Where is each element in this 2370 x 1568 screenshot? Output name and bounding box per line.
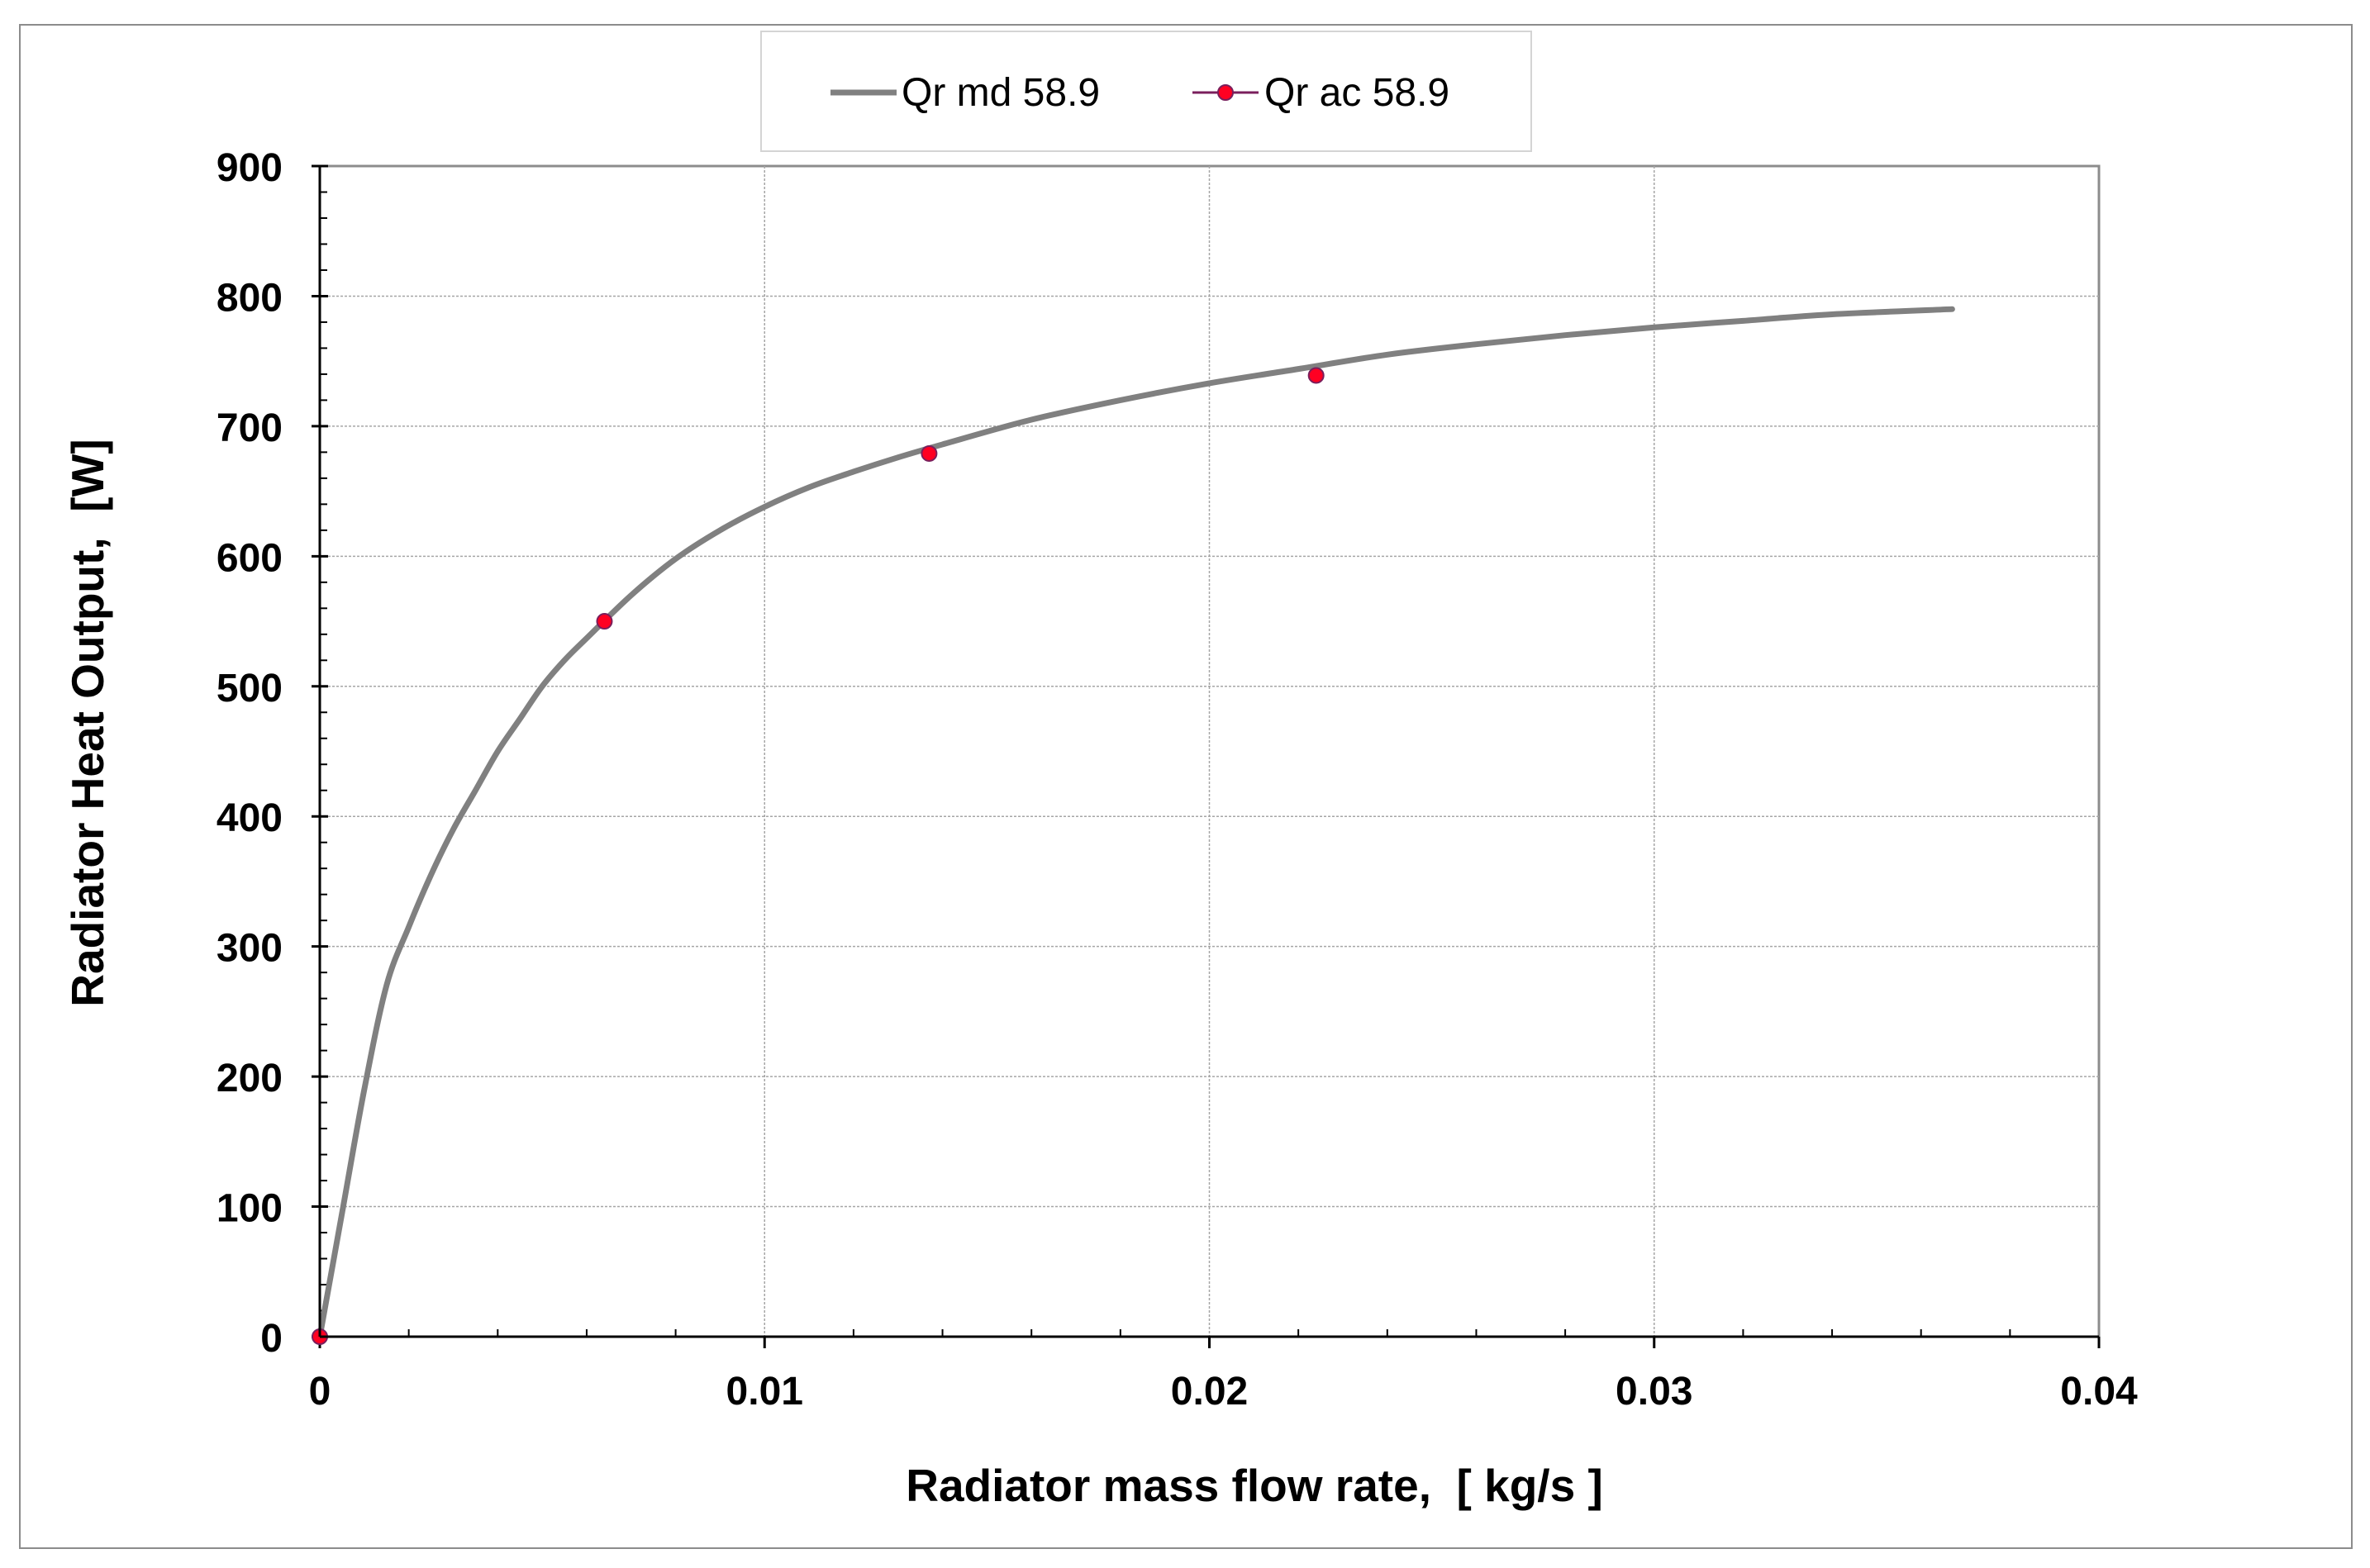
legend-label-qr-md: Qr md 58.9 (902, 71, 1100, 115)
y-tick-label: 200 (217, 1057, 283, 1100)
y-tick-label: 100 (217, 1187, 283, 1231)
series (312, 306, 1955, 1345)
tick-labels: 0 100 200 300 400 500 600 700 800 900 0 0.01 0.02 0.0… (217, 146, 2138, 1414)
y-tick-label: 500 (217, 667, 283, 710)
x-tick-label: 0.04 (2060, 1370, 2138, 1414)
x-tick-label: 0.01 (726, 1370, 803, 1414)
y-tick-label: 900 (217, 146, 283, 190)
y-tick-label: 400 (217, 796, 283, 840)
y-tick-label: 600 (217, 536, 283, 580)
y-axis-label: Radiator Heat Output, [W] (62, 439, 113, 1006)
grid (320, 166, 2099, 1337)
legend: Qr md 58.9 Qr ac 58.9 (760, 31, 1532, 152)
y-tick-label: 0 (260, 1317, 283, 1361)
y-tick-label: 700 (217, 406, 283, 450)
y-tick-label: 800 (217, 276, 283, 320)
data-point-qr-ac (596, 613, 613, 630)
x-tick-label: 0 (309, 1370, 331, 1414)
x-axis-label: Radiator mass flow rate, [ kg/s ] (906, 1460, 1603, 1511)
x-tick-label: 0.02 (1171, 1370, 1248, 1414)
legend-label-qr-ac: Qr ac 58.9 (1264, 71, 1449, 115)
legend-marker-qr-ac (1217, 84, 1234, 101)
data-point-qr-ac (1307, 367, 1325, 384)
series-line-qr-md (316, 306, 1955, 1340)
y-tick-label: 300 (217, 927, 283, 971)
data-point-qr-ac (921, 444, 938, 462)
x-tick-label: 0.03 (1616, 1370, 1692, 1414)
